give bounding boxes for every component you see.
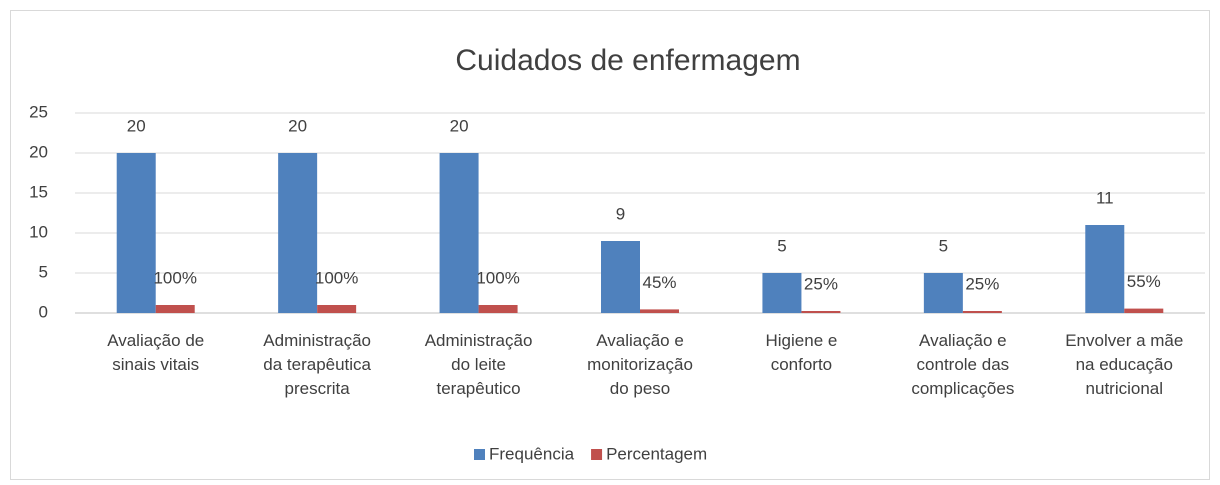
x-tick-label: Avaliação e monitorização do peso: [587, 331, 693, 398]
bar: [601, 241, 640, 313]
data-label: 100%: [476, 268, 519, 287]
bar: [155, 305, 195, 313]
bar: [762, 273, 802, 313]
data-label: 100%: [315, 268, 358, 287]
bar: [962, 311, 1002, 313]
y-tick-label: 20: [29, 142, 48, 161]
y-tick-label: 5: [39, 262, 48, 281]
bar: [278, 153, 318, 313]
data-label: 25%: [804, 274, 838, 293]
legend-label: Frequência: [489, 444, 575, 463]
x-tick-label: Higiene e conforto: [766, 331, 838, 374]
bar: [1085, 225, 1125, 313]
data-label: 25%: [965, 274, 999, 293]
data-label: 45%: [642, 273, 676, 292]
x-tick-label: Envolver a mãe na educação nutricional: [1065, 331, 1183, 398]
data-label: 5: [777, 236, 786, 255]
legend-swatch: [474, 449, 485, 460]
x-tick-label: Administração da terapêutica prescrita: [263, 331, 371, 398]
y-tick-label: 0: [39, 302, 48, 321]
legend-label: Percentagem: [606, 444, 707, 463]
x-tick-label: Avaliação de sinais vitais: [107, 331, 204, 374]
bar: [317, 305, 357, 313]
data-label: 20: [127, 116, 146, 135]
data-label: 20: [288, 116, 307, 135]
y-tick-label: 15: [29, 182, 48, 201]
data-label: 100%: [153, 268, 196, 287]
y-tick-label: 10: [29, 222, 48, 241]
bar: [1124, 308, 1164, 313]
data-label: 9: [616, 204, 625, 223]
bar: [116, 153, 156, 313]
bar: [439, 153, 479, 313]
data-label: 55%: [1127, 272, 1161, 291]
bar: [923, 273, 963, 313]
x-tick-label: Administração do leite terapêutico: [425, 331, 533, 398]
bar: [478, 305, 518, 313]
data-label: 11: [1096, 188, 1114, 207]
y-tick-label: 25: [29, 102, 48, 121]
x-tick-label: Avaliação e controle das complicações: [911, 331, 1014, 398]
data-label: 20: [450, 116, 469, 135]
data-label: 5: [939, 236, 948, 255]
bar: [801, 311, 841, 313]
chart-title: Cuidados de enfermagem: [455, 44, 800, 77]
bar: [640, 309, 679, 313]
legend-swatch: [591, 449, 603, 460]
